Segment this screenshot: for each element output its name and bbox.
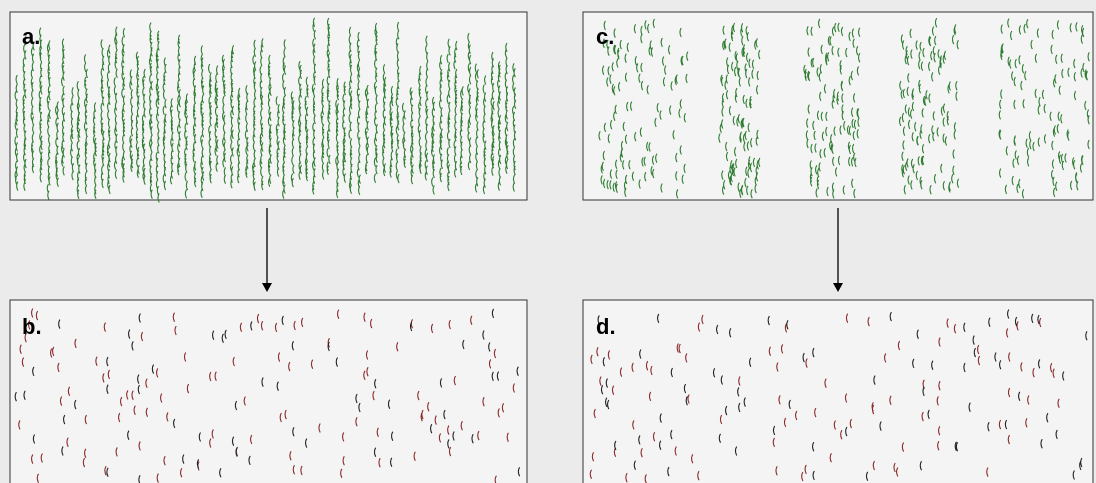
figure: a. b. c. d. [0, 0, 1096, 483]
arrow-head [833, 283, 843, 292]
panel-label: b. [22, 314, 42, 339]
panel-c [583, 12, 1093, 200]
arrows [262, 208, 843, 292]
panel-label: a. [22, 24, 40, 49]
panel-label: c. [596, 24, 614, 49]
panel-label: d. [596, 314, 616, 339]
page: a. b. c. d. (() => { const data = JSON.p… [0, 0, 1096, 483]
arrow-head [262, 283, 272, 292]
panel-d [583, 300, 1093, 483]
